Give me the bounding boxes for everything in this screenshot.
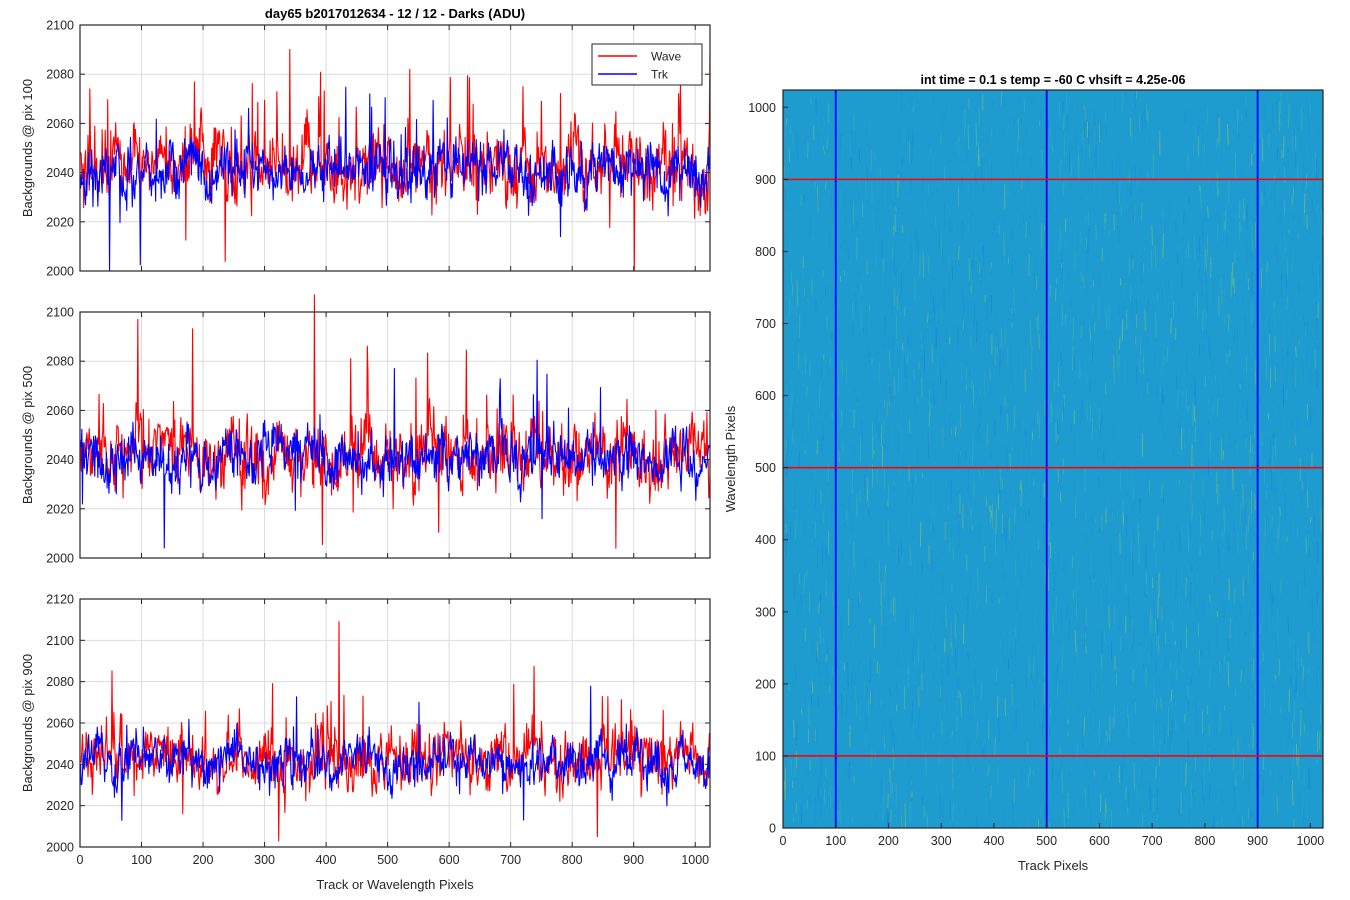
x-tick-label: 500: [377, 853, 398, 867]
x-tick-label: 900: [623, 853, 644, 867]
x-tick-label: 100: [825, 834, 846, 848]
x-tick-label: 1000: [681, 853, 709, 867]
y-tick-label: 2040: [46, 166, 74, 180]
y-tick-label: 2120: [46, 593, 74, 607]
image-panel: int time = 0.1 s temp = -60 C vhsift = 4…: [723, 73, 1324, 873]
y-tick-label: 400: [755, 533, 776, 547]
y-tick-label: 2040: [46, 758, 74, 772]
x-tick-label: 0: [77, 853, 84, 867]
y-tick-label: 2080: [46, 675, 74, 689]
legend-label-wave: Wave: [651, 50, 682, 64]
image-frame: [782, 89, 1324, 829]
x-tick-label: 800: [1194, 834, 1215, 848]
axes-frame: [79, 24, 711, 272]
y-tick-label: 2100: [46, 306, 74, 320]
y-tick-label: 2020: [46, 215, 74, 229]
figure-title: day65 b2017012634 - 12 / 12 - Darks (ADU…: [265, 6, 525, 21]
y-tick-label: 600: [755, 389, 776, 403]
y-tick-label: 2060: [46, 404, 74, 418]
x-tick-label: 300: [254, 853, 275, 867]
x-tick-label: 200: [878, 834, 899, 848]
x-tick-label: 500: [1036, 834, 1057, 848]
panel-pix500: 2000 2020 2040 2060 2080 2100 Backgrounds @ pi…: [20, 294, 711, 566]
axes-frame: [79, 311, 711, 559]
y-tick-label: 500: [755, 461, 776, 475]
series-line-trk: [80, 86, 711, 272]
x-tick-label: 700: [500, 853, 521, 867]
x-tick-label: 1000: [1296, 834, 1324, 848]
y-tick-label: 200: [755, 677, 776, 691]
y-tick-label: 100: [755, 749, 776, 763]
image-title: int time = 0.1 s temp = -60 C vhsift = 4…: [920, 73, 1185, 87]
x-tick-label: 800: [562, 853, 583, 867]
y-tick-label: 2060: [46, 117, 74, 131]
panel-pix100: 2000 2020 2040 2060 2080 2100 Backgrounds @ pi…: [20, 19, 711, 279]
y-axis-label: Backgrounds @ pix 100: [20, 79, 35, 217]
y-tick-label: 300: [755, 605, 776, 619]
x-tick-label: 200: [193, 853, 214, 867]
x-tick-label: 0: [780, 834, 787, 848]
x-tick-label: 300: [931, 834, 952, 848]
y-tick-label: 2000: [46, 552, 74, 566]
legend-label-trk: Trk: [651, 68, 669, 82]
x-axis-label: Track or Wavelength Pixels: [316, 877, 474, 892]
y-tick-label: 2080: [46, 355, 74, 369]
x-tick-label: 100: [131, 853, 152, 867]
x-tick-label: 600: [1089, 834, 1110, 848]
y-tick-label: 2100: [46, 19, 74, 33]
x-tick-label: 400: [984, 834, 1005, 848]
y-tick-label: 2060: [46, 717, 74, 731]
y-tick-label: 2020: [46, 502, 74, 516]
y-tick-label: 1000: [748, 101, 776, 115]
y-tick-label: 2020: [46, 799, 74, 813]
x-tick-label: 600: [439, 853, 460, 867]
y-tick-label: 2080: [46, 68, 74, 82]
y-axis-label: Backgrounds @ pix 500: [20, 366, 35, 504]
y-tick-label: 800: [755, 245, 776, 259]
y-tick-label: 2000: [46, 841, 74, 855]
y-tick-label: 2040: [46, 453, 74, 467]
series-line-trk: [80, 685, 711, 821]
x-tick-label: 700: [1142, 834, 1163, 848]
series-line-trk: [80, 359, 711, 549]
y-tick-label: 700: [755, 317, 776, 331]
y-tick-label: 2100: [46, 634, 74, 648]
x-tick-label: 400: [316, 853, 337, 867]
image-background: [783, 90, 1323, 828]
y-tick-label: 0: [769, 822, 776, 836]
y-tick-label: 2000: [46, 265, 74, 279]
panel-pix900: 0 100 200 300 400 500 600 700 800 900 1000 2000 2020…: [20, 593, 711, 892]
y-axis-label: Wavelength Pixels: [723, 405, 738, 512]
y-tick-label: 900: [755, 173, 776, 187]
legend-box: [591, 43, 703, 86]
x-axis-label: Track Pixels: [1018, 858, 1089, 873]
y-axis-label: Backgrounds @ pix 900: [20, 654, 35, 792]
x-tick-label: 900: [1247, 834, 1268, 848]
legend: Wave Trk: [591, 43, 703, 86]
